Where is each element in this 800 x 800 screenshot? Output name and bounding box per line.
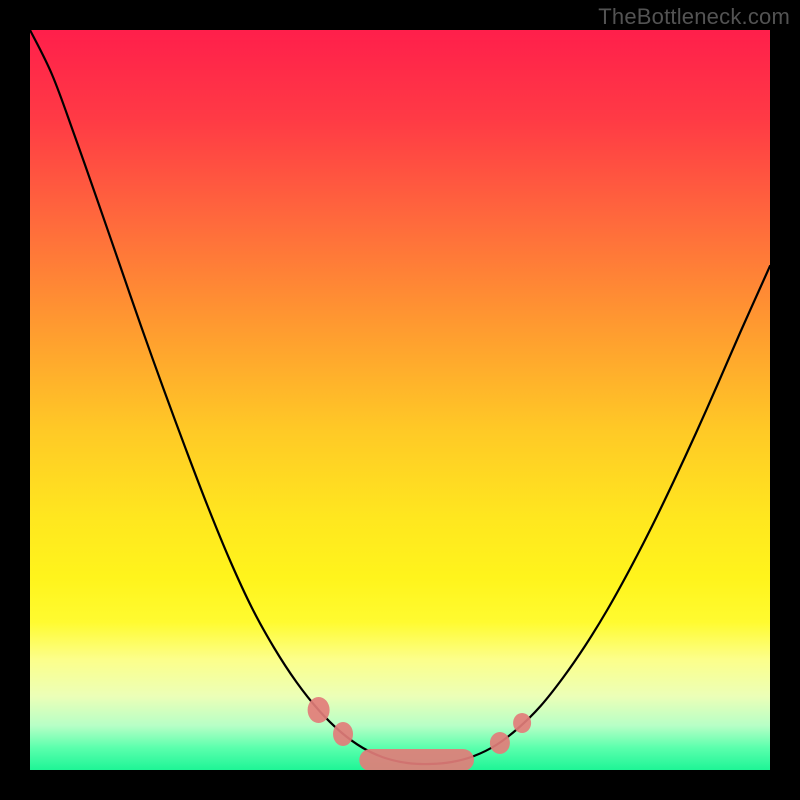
watermark-text: TheBottleneck.com — [588, 0, 800, 34]
curve-marker — [333, 722, 353, 746]
chart-frame: TheBottleneck.com — [0, 0, 800, 800]
trough-capsule — [359, 749, 474, 771]
plot-background — [30, 30, 770, 770]
curve-marker — [490, 732, 510, 754]
curve-marker — [308, 697, 330, 723]
curve-marker — [513, 713, 531, 733]
bottleneck-curve-chart — [0, 0, 800, 800]
